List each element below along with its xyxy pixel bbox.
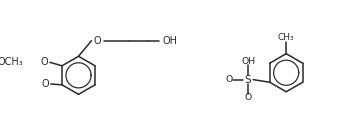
- Text: O: O: [42, 79, 50, 89]
- Text: S: S: [245, 75, 251, 85]
- Text: O: O: [41, 57, 49, 67]
- Text: O: O: [94, 36, 101, 46]
- Text: OH: OH: [241, 57, 255, 66]
- Text: OH: OH: [162, 36, 178, 46]
- Text: CH₃: CH₃: [278, 33, 294, 42]
- Text: O: O: [245, 93, 252, 102]
- Text: O: O: [225, 75, 233, 84]
- Text: OCH₃: OCH₃: [0, 57, 23, 67]
